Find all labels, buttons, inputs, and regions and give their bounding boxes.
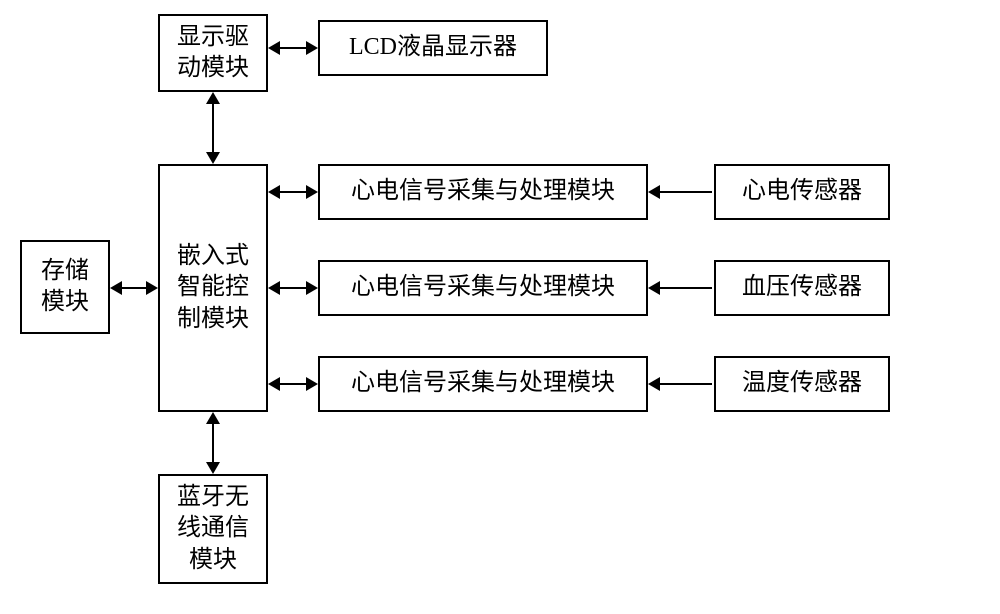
node-label: 心电信号采集与处理模块 [351,176,615,207]
edge-line [654,287,712,289]
arrow-head-left-icon [648,185,660,199]
arrow-head-right-icon [306,41,318,55]
arrow-head-left-icon [268,41,280,55]
node-label: LCD液晶显示器 [349,32,517,63]
arrow-head-left-icon [648,281,660,295]
node-proc1: 心电信号采集与处理模块 [318,164,648,220]
node-label: 温度传感器 [742,368,862,399]
arrow-head-left-icon [268,185,280,199]
arrow-head-right-icon [306,281,318,295]
node-proc2: 心电信号采集与处理模块 [318,260,648,316]
node-lcd: LCD液晶显示器 [318,20,548,76]
node-controller: 嵌入式智能控制模块 [158,164,268,412]
node-bluetooth: 蓝牙无线通信模块 [158,474,268,584]
arrow-head-left-icon [648,377,660,391]
node-label: 蓝牙无线通信模块 [177,482,249,576]
arrow-head-down-icon [206,462,220,474]
node-label: 显示驱动模块 [177,22,249,84]
node-sensor2: 血压传感器 [714,260,890,316]
arrow-head-left-icon [268,377,280,391]
edge-line [654,383,712,385]
node-label: 心电信号采集与处理模块 [351,272,615,303]
node-label: 嵌入式智能控制模块 [177,241,249,335]
node-label: 血压传感器 [742,272,862,303]
arrow-head-up-icon [206,412,220,424]
node-display-driver: 显示驱动模块 [158,14,268,92]
arrow-head-right-icon [306,377,318,391]
node-proc3: 心电信号采集与处理模块 [318,356,648,412]
arrow-head-right-icon [146,281,158,295]
node-label: 心电传感器 [742,176,862,207]
arrow-head-right-icon [306,185,318,199]
node-sensor1: 心电传感器 [714,164,890,220]
arrow-head-up-icon [206,92,220,104]
arrow-head-left-icon [110,281,122,295]
arrow-head-left-icon [268,281,280,295]
node-label: 心电信号采集与处理模块 [351,368,615,399]
node-label: 存储模块 [41,256,89,318]
arrow-head-down-icon [206,152,220,164]
edge-line [654,191,712,193]
node-sensor3: 温度传感器 [714,356,890,412]
node-storage: 存储模块 [20,240,110,334]
